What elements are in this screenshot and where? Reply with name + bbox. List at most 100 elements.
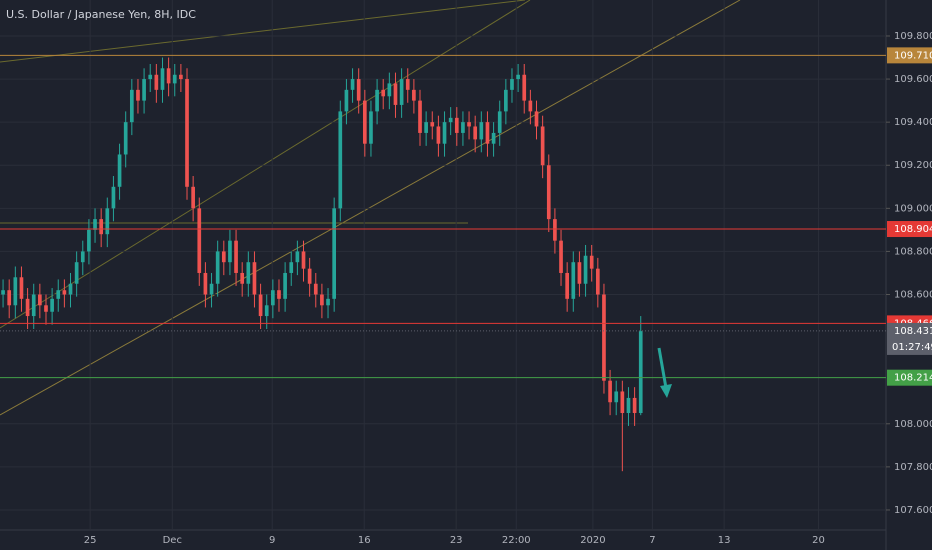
candle-body: [418, 100, 422, 133]
candle-body: [295, 251, 300, 263]
candle-body: [93, 219, 97, 230]
y-tick-label: 107.800: [894, 462, 932, 473]
candle-body: [301, 251, 306, 269]
candle-body: [19, 277, 24, 299]
arrow: [657, 347, 668, 389]
candle-body: [344, 89, 349, 112]
candle-body: [111, 186, 116, 209]
candle-body: [142, 79, 146, 101]
arrow-head: [660, 384, 672, 398]
candle-body: [172, 74, 177, 84]
candle-body: [117, 154, 122, 187]
candle-body: [136, 89, 140, 101]
candle-body: [56, 290, 61, 299]
candle-body: [203, 272, 208, 295]
candle-body: [197, 208, 202, 273]
candle-body: [534, 111, 539, 127]
candle-body: [13, 277, 18, 306]
candle-body: [553, 219, 557, 241]
candle-body: [387, 83, 392, 97]
y-tick-label: 108.000: [894, 419, 932, 430]
candle-body: [565, 272, 570, 299]
candle-body: [602, 294, 606, 381]
candle-body: [50, 298, 54, 312]
countdown-label: 01:27:49: [892, 342, 932, 353]
candle-body: [442, 122, 447, 144]
candle-body: [546, 165, 551, 220]
candle-body: [68, 283, 73, 295]
candle-body: [436, 126, 441, 144]
candle-body: [234, 240, 238, 273]
candle-body: [313, 283, 318, 295]
candle-body: [473, 126, 478, 140]
candle-body: [540, 126, 545, 166]
candle-body: [375, 89, 379, 112]
candle-body: [510, 79, 514, 90]
candle-body: [461, 122, 465, 133]
candle-body: [264, 305, 269, 317]
candle-body: [369, 111, 373, 144]
price-badge: [887, 369, 932, 386]
last-price-label: 108.431: [894, 326, 932, 337]
price-badge: [887, 47, 932, 64]
candle-body: [123, 122, 128, 155]
candle-body: [381, 89, 386, 97]
x-tick-label: 2020: [580, 535, 605, 546]
candle-body: [589, 255, 594, 269]
candle-body: [80, 251, 85, 263]
candle-body: [638, 331, 643, 414]
candle-body: [467, 122, 471, 127]
candle-body: [626, 397, 631, 414]
candle-body: [289, 262, 294, 273]
candle-body: [608, 380, 612, 403]
candle-body: [31, 294, 36, 317]
candle-body: [228, 240, 232, 263]
candle-body: [179, 74, 183, 80]
candle-body: [620, 391, 625, 414]
x-tick-label: 9: [269, 535, 275, 546]
candle-body: [209, 283, 214, 295]
candle-body: [307, 268, 312, 284]
y-tick-label: 107.600: [894, 505, 932, 516]
candle-body: [614, 391, 619, 403]
candle-body: [252, 262, 257, 295]
candle-body: [283, 272, 287, 299]
candle-body: [215, 251, 220, 284]
x-tick-label: 13: [718, 535, 731, 546]
candle-body: [583, 255, 588, 284]
candle-body: [166, 68, 171, 84]
candle-body: [25, 298, 30, 317]
x-tick-label: Dec: [163, 535, 182, 546]
candle-body: [258, 294, 263, 317]
candle-body: [448, 117, 453, 123]
x-tick-label: 16: [358, 535, 371, 546]
trend-line: [0, 0, 741, 416]
candle-body: [405, 79, 410, 90]
candle-body: [185, 79, 189, 187]
candle-body: [38, 294, 42, 306]
y-tick-label: 108.600: [894, 290, 932, 301]
candle-body: [362, 100, 367, 144]
y-tick-label: 109.600: [894, 74, 932, 85]
x-tick-label: 20: [812, 535, 825, 546]
candle-body: [7, 290, 12, 306]
candle-body: [559, 240, 563, 273]
x-tick-label: 23: [450, 535, 463, 546]
candle-body: [485, 122, 490, 144]
candle-body: [571, 262, 576, 299]
candle-body: [1, 290, 5, 295]
candle-body: [105, 208, 110, 235]
candle-body: [393, 83, 398, 105]
candle-body: [277, 290, 281, 299]
candle-body: [595, 268, 600, 295]
price-badge-label: 108.904: [894, 224, 932, 235]
price-badge-label: 108.214: [894, 373, 932, 384]
candle-body: [44, 305, 48, 312]
candle-body: [516, 74, 520, 80]
candle-body: [454, 117, 459, 133]
price-badge-label: 109.710: [894, 50, 932, 61]
candle-body: [497, 111, 502, 133]
x-tick-label: 22:00: [502, 535, 531, 546]
candle-body: [271, 290, 275, 306]
